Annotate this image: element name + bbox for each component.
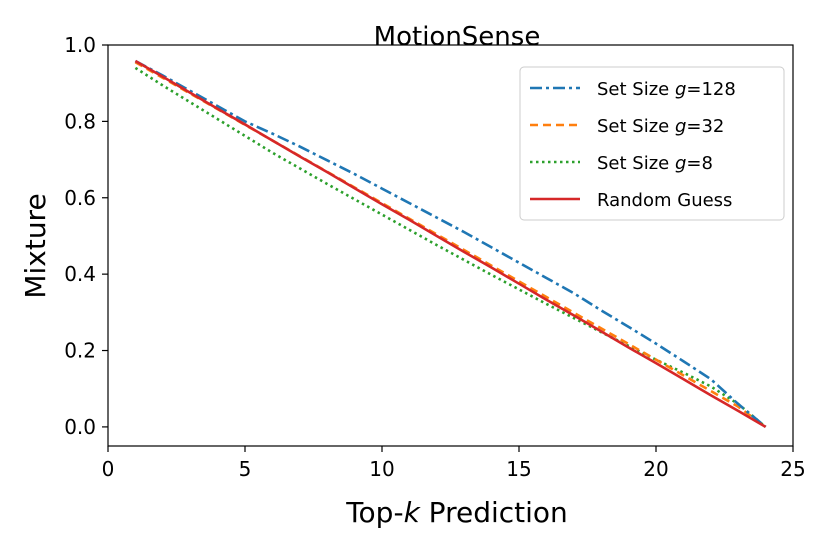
x-tick-label: 25 <box>780 457 805 481</box>
x-tick-label: 15 <box>506 457 531 481</box>
legend-label-variable: g <box>675 79 686 100</box>
x-tick-label: 10 <box>369 457 394 481</box>
legend-label-prefix: Set Size <box>597 116 675 137</box>
series-lines <box>134 59 767 429</box>
legend-box <box>519 66 785 221</box>
legend-label-prefix: Set Size <box>597 153 675 174</box>
legend-label-suffix: =8 <box>686 153 713 174</box>
y-tick-label: 0.6 <box>64 186 96 210</box>
y-tick-label: 0.8 <box>64 109 96 133</box>
legend-label: Set Size g=8 <box>597 153 713 174</box>
x-axis-ticks: 0 5 10 15 20 25 <box>102 446 806 481</box>
x-tick-label: 5 <box>239 457 252 481</box>
y-tick-label: 0.2 <box>64 339 96 363</box>
series-line-3 <box>134 59 767 429</box>
y-tick-label: 0.0 <box>64 415 96 439</box>
plot-area-frame <box>107 44 794 447</box>
legend-label: Set Size g=32 <box>597 116 724 137</box>
x-tick-label: 20 <box>643 457 668 481</box>
legend-label-suffix: =32 <box>686 116 724 137</box>
legend-label-prefix: Random Guess <box>597 190 732 211</box>
x-axis-title-variable: k <box>404 496 422 529</box>
y-tick-label: 0.4 <box>64 262 96 286</box>
legend-label-variable: g <box>675 116 686 137</box>
legend-label-variable: g <box>675 153 686 174</box>
y-tick-label: 1.0 <box>64 33 96 57</box>
legend-label: Random Guess <box>597 190 732 211</box>
y-axis-ticks: 0.0 0.2 0.4 0.6 0.8 1.0 <box>64 33 108 439</box>
legend-label-suffix: =128 <box>686 79 735 100</box>
x-tick-label: 0 <box>102 457 115 481</box>
series-line-0 <box>134 59 767 428</box>
x-axis-title: Top-k Prediction <box>345 496 568 529</box>
chart-title: MotionSense <box>374 22 541 52</box>
x-axis-title-prefix: Top- <box>345 496 403 529</box>
legend-label: Set Size g=128 <box>597 79 736 100</box>
x-axis-title-suffix: Prediction <box>420 496 568 529</box>
legend-label-prefix: Set Size <box>597 79 675 100</box>
y-axis-title: Mixture <box>19 193 52 298</box>
